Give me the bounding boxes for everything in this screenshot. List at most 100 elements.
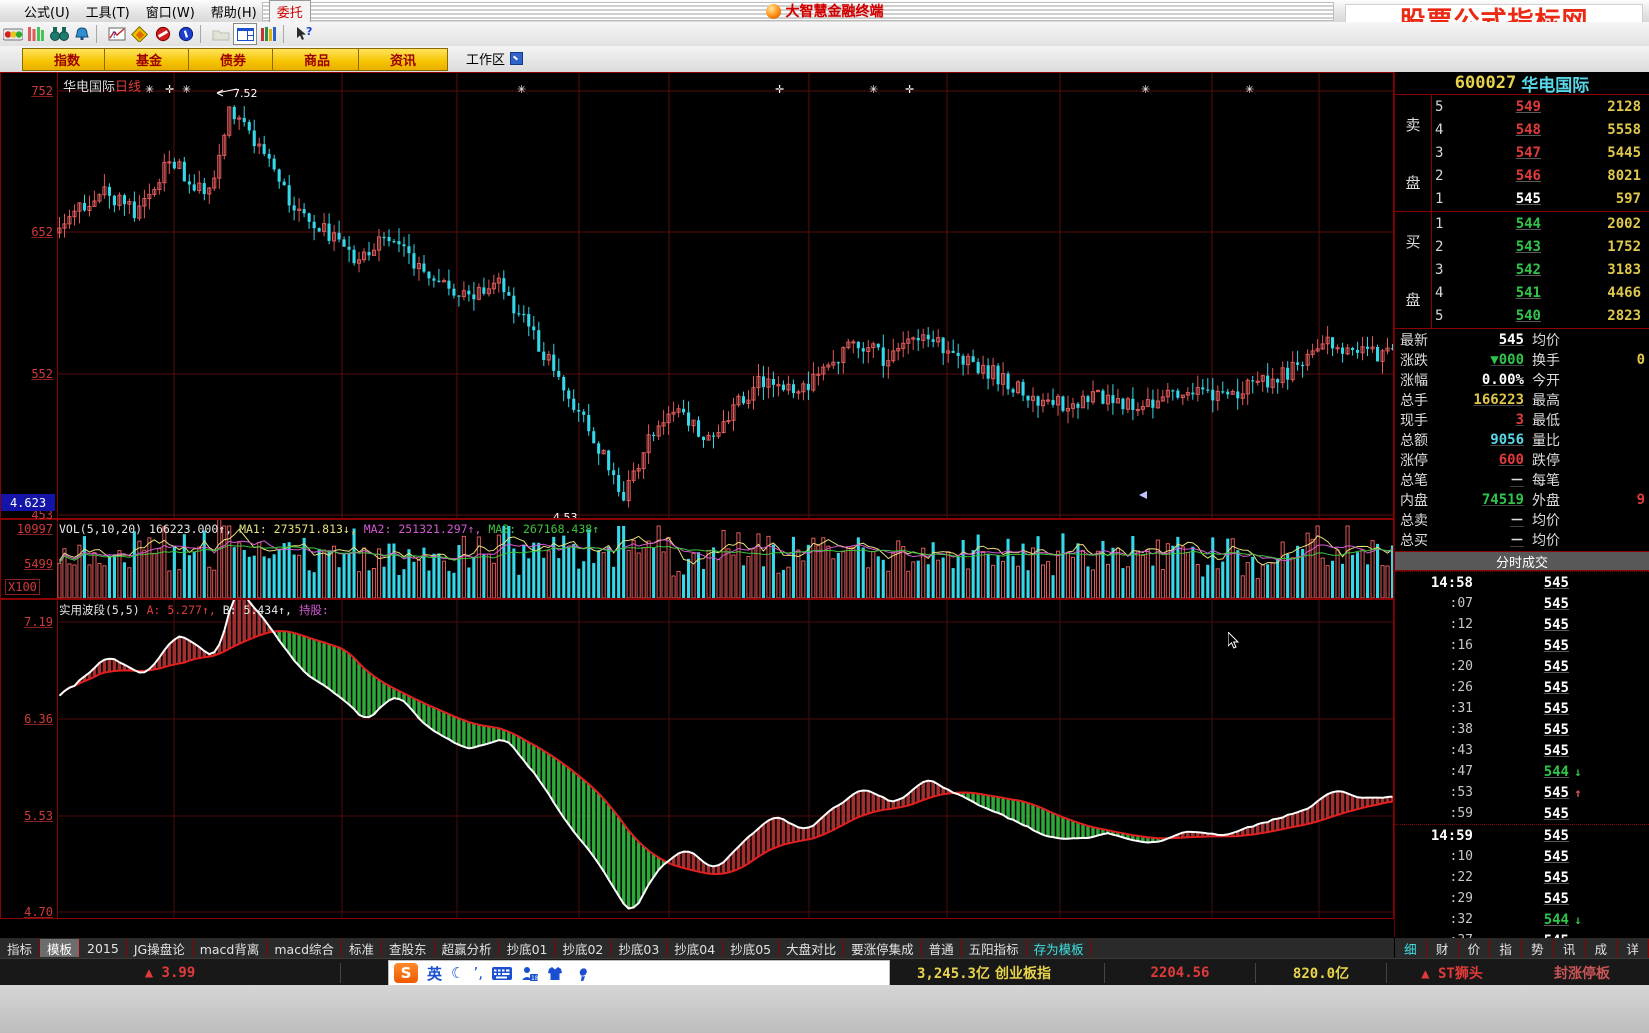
quote-tab-strip[interactable]: 细财价指势讯成详 [1395,938,1649,958]
indicator-tab[interactable]: 指标 [0,939,41,957]
indicator-tab[interactable]: 普通 [922,939,962,957]
price-plot[interactable]: ✳ ✛ ✳ ✳ ✛ ✳ ✛ ✳ ✳ 7.52 4.53 [57,73,1393,518]
indicator-plot[interactable] [57,600,1393,918]
indicator-tab[interactable]: 抄底02 [555,939,612,957]
tick-row[interactable]: :22 545 [1395,867,1649,888]
info-circle-icon[interactable] [175,24,197,44]
tick-row[interactable]: 14:59 545 [1395,824,1649,846]
chart-area[interactable]: 752 652 552 453 4.623 [0,72,1395,1028]
category-button-commodity[interactable]: 商品 [272,48,362,71]
buy-order-row[interactable]: 2 543 1752 [1431,235,1649,258]
buy-order-row[interactable]: 5 540 2823 [1431,304,1649,327]
menu-item-0[interactable] [0,9,16,13]
status-cell-8[interactable]: ▲ ST狮头 [1387,963,1517,983]
keyboard-icon[interactable] [492,966,513,980]
no-entry-icon[interactable] [152,24,174,44]
sell-order-row[interactable]: 3 547 5445 [1431,141,1649,164]
tick-row[interactable]: :47 544 ↓ [1395,761,1649,782]
indicator-tab[interactable]: 抄底01 [500,939,556,957]
tick-row[interactable]: :29 545 [1395,888,1649,909]
tick-row[interactable]: :12 545 [1395,614,1649,635]
tick-row[interactable]: :43 545 [1395,740,1649,761]
indicator-pane[interactable]: 7.19 6.36 5.53 4.70 [0,599,1394,919]
quote-tab[interactable]: 财 [1427,938,1459,958]
quote-tab[interactable]: 成 [1586,938,1618,958]
tick-row[interactable]: :38 545 [1395,719,1649,740]
comma-icon[interactable]: ʼ, [473,964,484,982]
indicator-tab[interactable]: 标准 [342,939,383,957]
tick-list[interactable]: 14:58 545:07 545:12 545:16 545:20 545:26 545:3… [1395,571,1649,949]
indicator-tab-strip[interactable]: 指标 模板 2015 JG操盘论 macd背离 macd综合 标准 查股东 超赢分析 抄底01 抄底… [0,938,1394,958]
entrust-button[interactable]: 委托 [268,0,311,23]
category-button-bond[interactable]: 债券 [188,48,278,71]
price-pane[interactable]: 752 652 552 453 4.623 [0,72,1394,522]
indicator-tab[interactable]: 模板 [40,939,81,957]
status-cell-5[interactable]: 3,245.3亿 创业板指 [864,962,1105,983]
ime-language-button[interactable]: 英 [427,964,443,983]
bell-icon[interactable] [71,24,93,44]
sell-order-row[interactable]: 4 548 5558 [1431,118,1649,141]
indicator-tab[interactable]: 五阳指标 [962,939,1027,957]
quote-tab[interactable]: 讯 [1554,938,1586,958]
tick-row[interactable]: :20 545 [1395,656,1649,677]
binoculars-icon[interactable] [48,24,70,44]
quote-tab[interactable]: 势 [1522,938,1554,958]
person-18-icon[interactable]: 18 [521,966,539,981]
wrench-icon[interactable] [572,966,588,981]
tick-row[interactable]: :07 545 [1395,593,1649,614]
traffic-light-icon[interactable] [2,24,24,44]
quote-tab[interactable]: 价 [1459,938,1491,958]
tick-row[interactable]: :31 545 [1395,698,1649,719]
tick-row[interactable]: :53 545 ↑ [1395,782,1649,803]
buy-order-row[interactable]: 3 542 3183 [1431,258,1649,281]
books-icon[interactable] [258,24,280,44]
indicator-tab[interactable]: macd综合 [267,939,343,957]
help-pointer-icon[interactable]: ? [293,24,315,44]
alert-chart-icon[interactable]: ? [106,24,128,44]
status-cell-1[interactable]: ▲ 3.99 [0,962,341,983]
indicator-tab[interactable]: 要涨停集成 [844,939,922,957]
sogou-logo-icon[interactable]: S [394,963,418,983]
status-cell-6[interactable]: 2204.56 [1105,962,1256,983]
category-button-fund[interactable]: 基金 [104,48,194,71]
tick-row[interactable]: :59 545 [1395,803,1649,824]
bars-icon[interactable] [25,24,47,44]
indicator-tab[interactable]: 超赢分析 [435,939,500,957]
status-cell-9[interactable]: 封涨停板 [1517,963,1647,983]
tick-row[interactable]: :26 545 [1395,677,1649,698]
buy-order-row[interactable]: 4 541 4466 [1431,281,1649,304]
tick-row[interactable]: :16 545 [1395,635,1649,656]
diamond-icon[interactable] [129,24,151,44]
ime-toolbar[interactable]: S 英 ☾ ʼ, 18 [388,960,890,986]
buy-order-book[interactable]: 买 盘 1 544 2002 2 543 1752 3 542 3183 4 541 4466 5 540… [1395,212,1649,329]
indicator-tab[interactable]: 大盘对比 [779,939,845,957]
menu-item-help[interactable]: 帮助(H) [210,5,257,21]
indicator-tab[interactable]: 抄底05 [723,939,780,957]
indicator-tab[interactable]: 抄底03 [611,939,668,957]
sell-order-row[interactable]: 5 549 2128 [1431,95,1649,118]
shirt-icon[interactable] [547,966,563,981]
tick-row[interactable]: :10 545 [1395,846,1649,867]
category-button-news[interactable]: 资讯 [358,48,448,71]
menu-item-window[interactable]: 窗口(W) [145,5,195,21]
quote-tab[interactable]: 详 [1617,938,1649,958]
indicator-tab[interactable]: 抄底04 [667,939,724,957]
indicator-tab[interactable]: 查股东 [382,939,435,957]
indicator-tab[interactable]: JG操盘论 [127,939,193,957]
moon-icon[interactable]: ☾ [451,964,465,982]
workarea-check-icon[interactable] [510,52,524,65]
buy-order-row[interactable]: 1 544 2002 [1431,212,1649,235]
sell-order-book[interactable]: 卖 盘 5 549 2128 4 548 5558 3 547 5445 2 546 8021 1 545… [1395,95,1649,212]
tick-row[interactable]: :32 544 ↓ [1395,909,1649,930]
indicator-tab[interactable]: 存为模板 [1027,939,1092,957]
indicator-tab[interactable]: 2015 [80,939,127,957]
quote-tab[interactable]: 指 [1490,938,1522,958]
window-layout-icon[interactable] [233,23,257,45]
sell-order-row[interactable]: 2 546 8021 [1431,164,1649,187]
volume-pane[interactable]: 10997 5499 X100 VOL(5,10,20) 166223.000↑… [0,519,1394,599]
category-button-index[interactable]: 指数 [22,48,112,71]
status-cell-7[interactable]: 820.0亿 [1256,962,1387,983]
indicator-tab[interactable]: macd背离 [193,939,268,957]
workarea-tab[interactable]: 工作区 [466,49,524,68]
tick-row[interactable]: 14:58 545 [1395,571,1649,593]
